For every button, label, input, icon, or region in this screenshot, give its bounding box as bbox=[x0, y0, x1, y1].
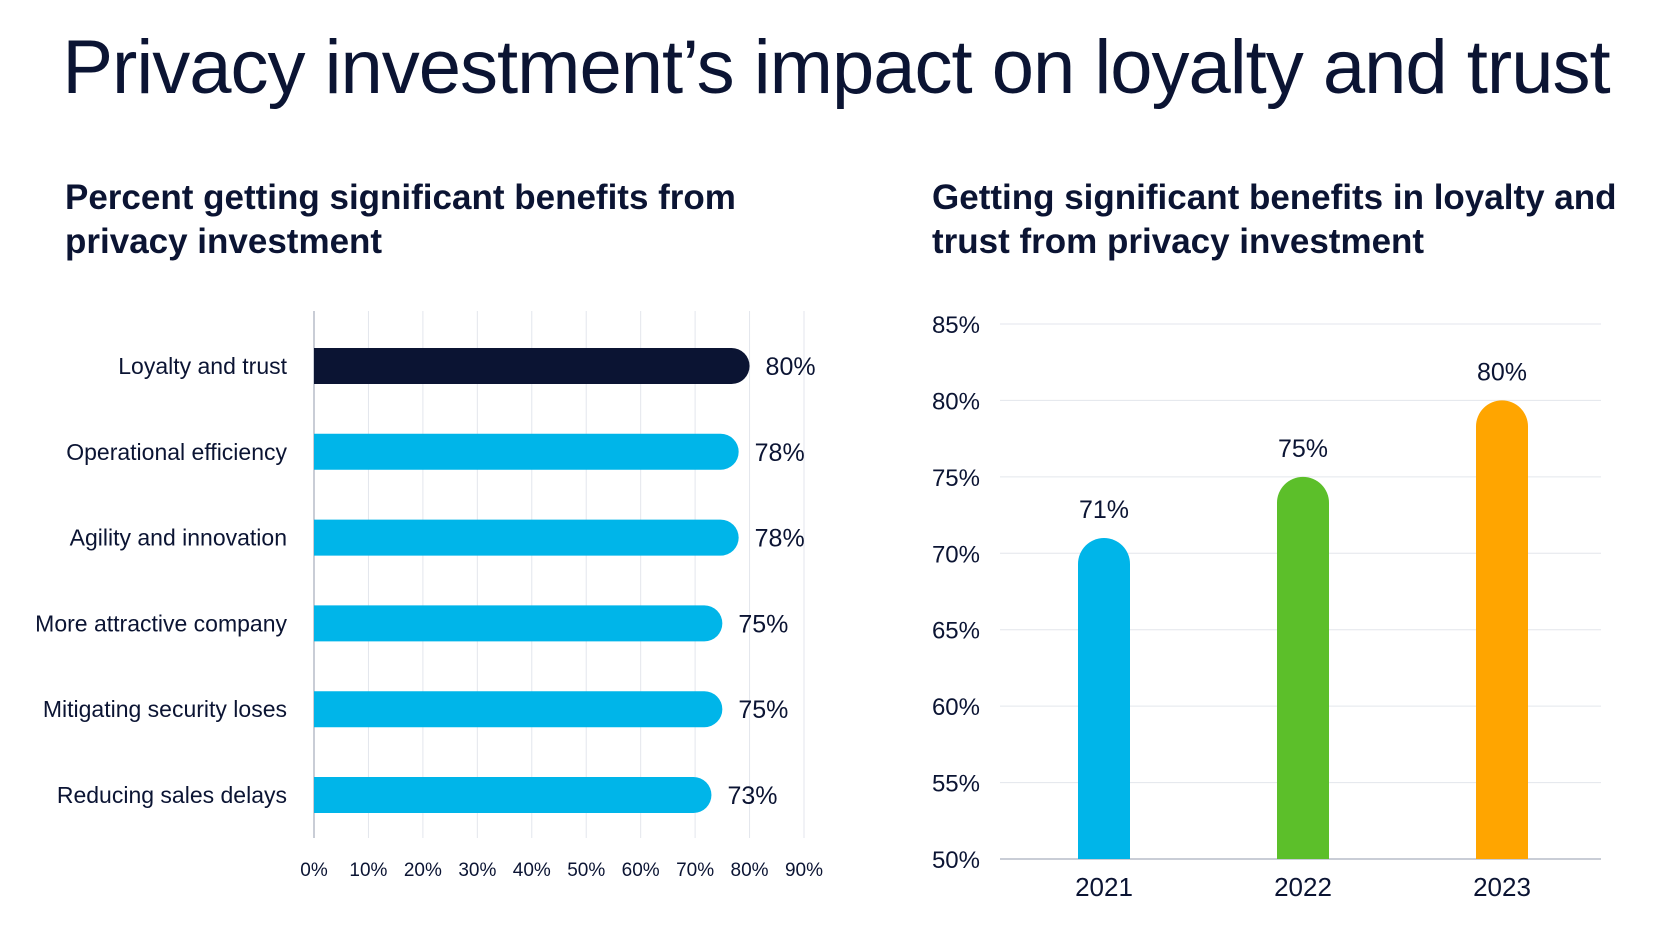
x-tick-label: 40% bbox=[513, 860, 551, 881]
bar-operational-efficiency bbox=[314, 433, 739, 470]
y-tick-label: 55% bbox=[932, 771, 980, 798]
y-tick-label: 75% bbox=[932, 465, 980, 492]
year-label: 2021 bbox=[1075, 872, 1133, 902]
benefits-horizontal-bar-chart: 0% 10% 20% 30% 40% 50% 60% 70% 80% 90% Loyalty and… bbox=[35, 311, 823, 881]
value-label: 75% bbox=[738, 696, 788, 724]
value-label: 80% bbox=[1477, 358, 1527, 386]
value-label: 78% bbox=[755, 439, 805, 467]
bar-mitigating-security-loses bbox=[314, 691, 723, 728]
x-tick-label: 60% bbox=[622, 860, 660, 881]
bar-2021 bbox=[1078, 538, 1130, 859]
x-tick-label: 90% bbox=[785, 860, 823, 881]
x-tick-label: 80% bbox=[731, 860, 769, 881]
bar-more-attractive-company bbox=[314, 605, 723, 642]
bar-loyalty-and-trust bbox=[314, 348, 750, 384]
year-label: 2022 bbox=[1274, 872, 1332, 902]
bar-reducing-sales-delays bbox=[314, 777, 712, 813]
category-label: Mitigating security loses bbox=[43, 696, 287, 722]
y-tick-label: 80% bbox=[932, 388, 980, 415]
bar-2023 bbox=[1476, 400, 1528, 859]
x-tick-label: 10% bbox=[349, 860, 387, 881]
value-label: 78% bbox=[755, 525, 805, 553]
x-tick-label: 30% bbox=[458, 860, 496, 881]
category-label: Operational efficiency bbox=[66, 439, 287, 465]
value-label: 75% bbox=[1278, 435, 1328, 463]
value-label: 80% bbox=[766, 353, 816, 381]
value-label: 73% bbox=[727, 782, 777, 810]
y-tick-label: 70% bbox=[932, 541, 980, 568]
bar-2022 bbox=[1277, 476, 1329, 859]
y-tick-label: 65% bbox=[932, 618, 980, 645]
y-tick-label: 50% bbox=[932, 847, 980, 874]
value-label: 75% bbox=[738, 610, 788, 638]
x-tick-label: 50% bbox=[567, 860, 605, 881]
category-label: Reducing sales delays bbox=[57, 782, 287, 808]
category-label: Agility and innovation bbox=[70, 525, 287, 551]
page-title: Privacy investment’s impact on loyalty a… bbox=[62, 25, 1610, 110]
x-tick-label: 70% bbox=[676, 860, 714, 881]
bar-agility-and-innovation bbox=[314, 519, 739, 556]
category-label: Loyalty and trust bbox=[118, 353, 287, 379]
y-tick-label: 60% bbox=[932, 694, 980, 721]
category-label: More attractive company bbox=[35, 610, 287, 636]
x-tick-label: 0% bbox=[300, 860, 328, 881]
year-label: 2023 bbox=[1473, 872, 1531, 902]
left-chart-title: Percent getting significant benefits fro… bbox=[65, 178, 736, 261]
right-chart-title: Getting significant benefits in loyalty … bbox=[932, 178, 1617, 261]
x-tick-label: 20% bbox=[404, 860, 442, 881]
y-tick-label: 85% bbox=[932, 312, 980, 339]
value-label: 71% bbox=[1079, 496, 1129, 524]
